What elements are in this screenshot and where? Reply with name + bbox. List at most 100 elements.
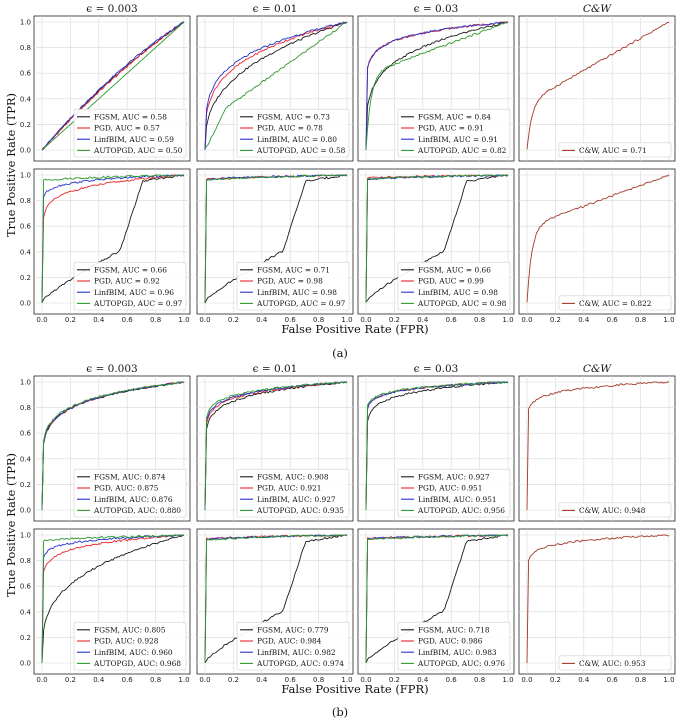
legend-box [397,621,511,671]
roc-curve-autopgd [204,22,348,150]
x-tick-label: 0.4 [578,316,590,324]
legend: FGSM, AUC = 0.71 PGD, AUC = 0.98 LinfBIM, … [236,261,350,311]
roc-curve-autopgd [41,381,185,510]
x-tick-label: 0.6 [122,316,134,324]
roc-panel: 0.0 0.2 0.4 0.6 0.8 1.0 FGSM, AUC: 0.718 PGD, A… [357,528,515,684]
legend-box [236,261,350,311]
column-title: ϵ = 0.03 [414,363,459,375]
x-tick-label: 0.8 [635,316,646,324]
x-tick-label: 1.0 [663,676,674,684]
legend-entry: C&W, AUC = 0.71 [579,146,647,155]
x-tick-label: 0.0 [521,316,532,324]
legend-entry: LinfBIM, AUC: 0.982 [257,648,336,657]
x-tick-label: 0.4 [93,316,105,324]
roc-curve-linfbim [204,21,348,151]
x-tick-label: 1.0 [502,316,513,324]
roc-panel: C&W, AUC: 0.948 [518,375,676,522]
x-tick-label: 0.4 [256,676,268,684]
x-tick-label: 0.0 [36,676,47,684]
sub-caption: (a) [332,346,348,360]
legend-entry: PGD, AUC: 0.921 [257,484,321,493]
legend-entry: FGSM, AUC = 0.84 [418,112,491,121]
legend-box [73,261,187,311]
roc-curve-linfbim [365,21,509,151]
legend-entry: FGSM, AUC = 0.58 [94,112,167,121]
roc-panel: 0.0 0.2 0.4 0.6 0.8 1.0 FGSM, AUC: 0.874 PGD, A… [20,375,191,522]
y-tick-label: 0.8 [20,44,31,52]
column-title: ϵ = 0.003 [86,363,137,375]
x-tick-label: 0.2 [550,316,561,324]
y-tick-label: 0.4 [20,455,32,463]
x-tick-label: 0.8 [474,676,485,684]
legend-entry: AUTOPGD, AUC = 0.97 [256,299,346,308]
legend-entry: FGSM, AUC: 0.874 [94,472,166,481]
legend: FGSM, AUC: 0.779 PGD, AUC: 0.984 LinfBIM, … [236,621,350,671]
legend-entry: LinfBIM, AUC = 0.98 [418,288,498,297]
legend-entry: FGSM, AUC = 0.66 [418,265,491,274]
x-tick-label: 0.8 [150,316,161,324]
legend-entry: LinfBIM, AUC: 0.951 [418,495,497,504]
x-tick-label: 1.0 [341,676,352,684]
roc-curve-linfbim [41,21,185,151]
roc-curve-autopgd [365,534,509,664]
legend-entry: PGD, AUC = 0.92 [94,277,160,286]
y-tick-label: 0.8 [20,404,31,412]
x-tick-label: 0.2 [389,316,400,324]
legend-entry: PGD, AUC: 0.984 [257,637,322,646]
x-tick-label: 0.6 [285,676,297,684]
figure-b: ϵ = 0.003 ϵ = 0.01 ϵ = 0.03 C&W 0.0 0.2 0.4 0.6… [4,363,676,719]
roc-panel: 0.0 0.2 0.4 0.6 0.8 1.0 C&W, AUC = 0.822 [518,168,676,324]
roc-curve-autopgd [365,381,508,511]
legend: FGSM, AUC: 0.908 PGD, AUC: 0.921 LinfBIM, … [236,468,350,518]
roc-panel: 0.0 0.2 0.4 0.6 0.8 1.0 FGSM, AUC = 0.71 PGD, A… [196,168,354,324]
roc-curve-fgsm [41,21,185,151]
y-axis-label: True Positive Rate (TPR) [4,453,18,597]
legend: C&W, AUC: 0.948 [558,502,672,518]
roc-curve-cw [526,22,670,150]
legend-entry: PGD, AUC: 0.951 [418,484,482,493]
x-tick-label: 0.8 [313,676,324,684]
y-tick-label: 1.0 [20,532,31,540]
roc-panel: FGSM, AUC = 0.84 PGD, AUC = 0.91 LinfBIM, … [357,15,515,162]
legend-entry: PGD, AUC: 0.875 [94,484,159,493]
roc-curve-autopgd [41,21,185,151]
x-axis-label: False Positive Rate (FPR) [281,322,428,336]
y-tick-label: 0.6 [20,430,32,438]
legend-entry: FGSM, AUC = 0.66 [94,265,167,274]
roc-curve-fgsm [365,21,508,150]
roc-curve-fgsm [204,21,348,151]
y-tick-label: 0.8 [20,197,31,205]
panel-frame [518,528,676,675]
legend-box [558,502,672,518]
legend-entry: LinfBIM, AUC = 0.91 [418,135,498,144]
legend-box [73,468,187,518]
roc-curve-autopgd [365,21,509,150]
x-tick-label: 0.2 [228,676,239,684]
roc-curve-fgsm [41,534,185,664]
sub-caption: (b) [332,705,348,719]
column-title: ϵ = 0.01 [253,363,298,375]
roc-curve-fgsm [365,534,509,664]
legend-entry: AUTOPGD, AUC: 0.935 [256,506,344,515]
roc-curve-cw [526,534,670,664]
legend-box [558,295,672,311]
x-tick-label: 0.6 [446,676,458,684]
legend: FGSM, AUC: 0.927 PGD, AUC: 0.951 LinfBIM, … [397,468,511,518]
x-tick-label: 1.0 [341,316,352,324]
legend-entry: FGSM, AUC: 0.927 [418,472,490,481]
roc-panel: FGSM, AUC: 0.927 PGD, AUC: 0.951 LinfBIM, … [357,375,515,522]
x-tick-label: 0.0 [521,676,532,684]
panel-frame [518,15,676,162]
y-tick-label: 0.2 [20,481,31,489]
legend-entry: LinfBIM, AUC: 0.876 [94,495,173,504]
panel-frame [518,168,676,315]
y-tick-label: 0.0 [20,300,31,308]
legend-entry: LinfBIM, AUC = 0.96 [94,288,174,297]
x-tick-label: 1.0 [663,316,674,324]
legend: FGSM, AUC: 0.874 PGD, AUC: 0.875 LinfBIM, … [73,468,187,518]
legend-entry: LinfBIM, AUC = 0.80 [257,135,337,144]
roc-curve-autopgd [41,534,184,663]
x-tick-label: 0.4 [417,316,429,324]
roc-curve-autopgd [365,174,509,303]
roc-panel: C&W, AUC = 0.71 [518,15,676,162]
